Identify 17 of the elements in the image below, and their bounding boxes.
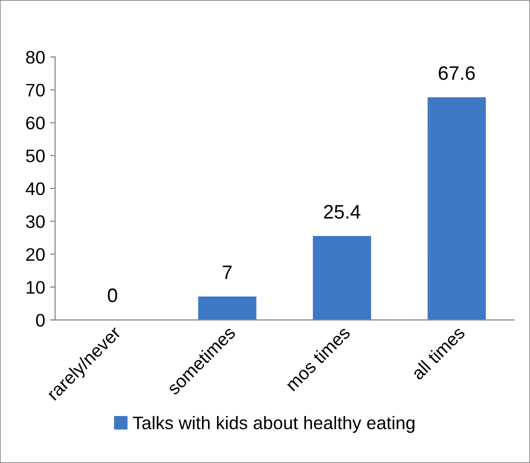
- y-tick-label: 20: [26, 248, 45, 261]
- y-tick-label: 30: [26, 215, 45, 228]
- y-tick-label: 70: [26, 84, 45, 97]
- y-tick-label: 50: [26, 150, 45, 162]
- y-tick-label: 80: [26, 50, 45, 64]
- legend-label: Talks with kids about healthy eating: [132, 416, 414, 433]
- y-tick-label: 60: [26, 116, 45, 130]
- bar: [428, 97, 486, 320]
- data-label: 7: [222, 266, 232, 279]
- y-tick-label: 0: [36, 314, 45, 327]
- data-label: 67.6: [438, 66, 475, 80]
- data-label: 0: [108, 288, 118, 302]
- bar: [312, 236, 372, 320]
- y-tick-label: 10: [26, 280, 45, 294]
- y-tick-label: 40: [26, 182, 45, 196]
- data-label: 25.4: [324, 204, 360, 219]
- bar: [198, 296, 256, 320]
